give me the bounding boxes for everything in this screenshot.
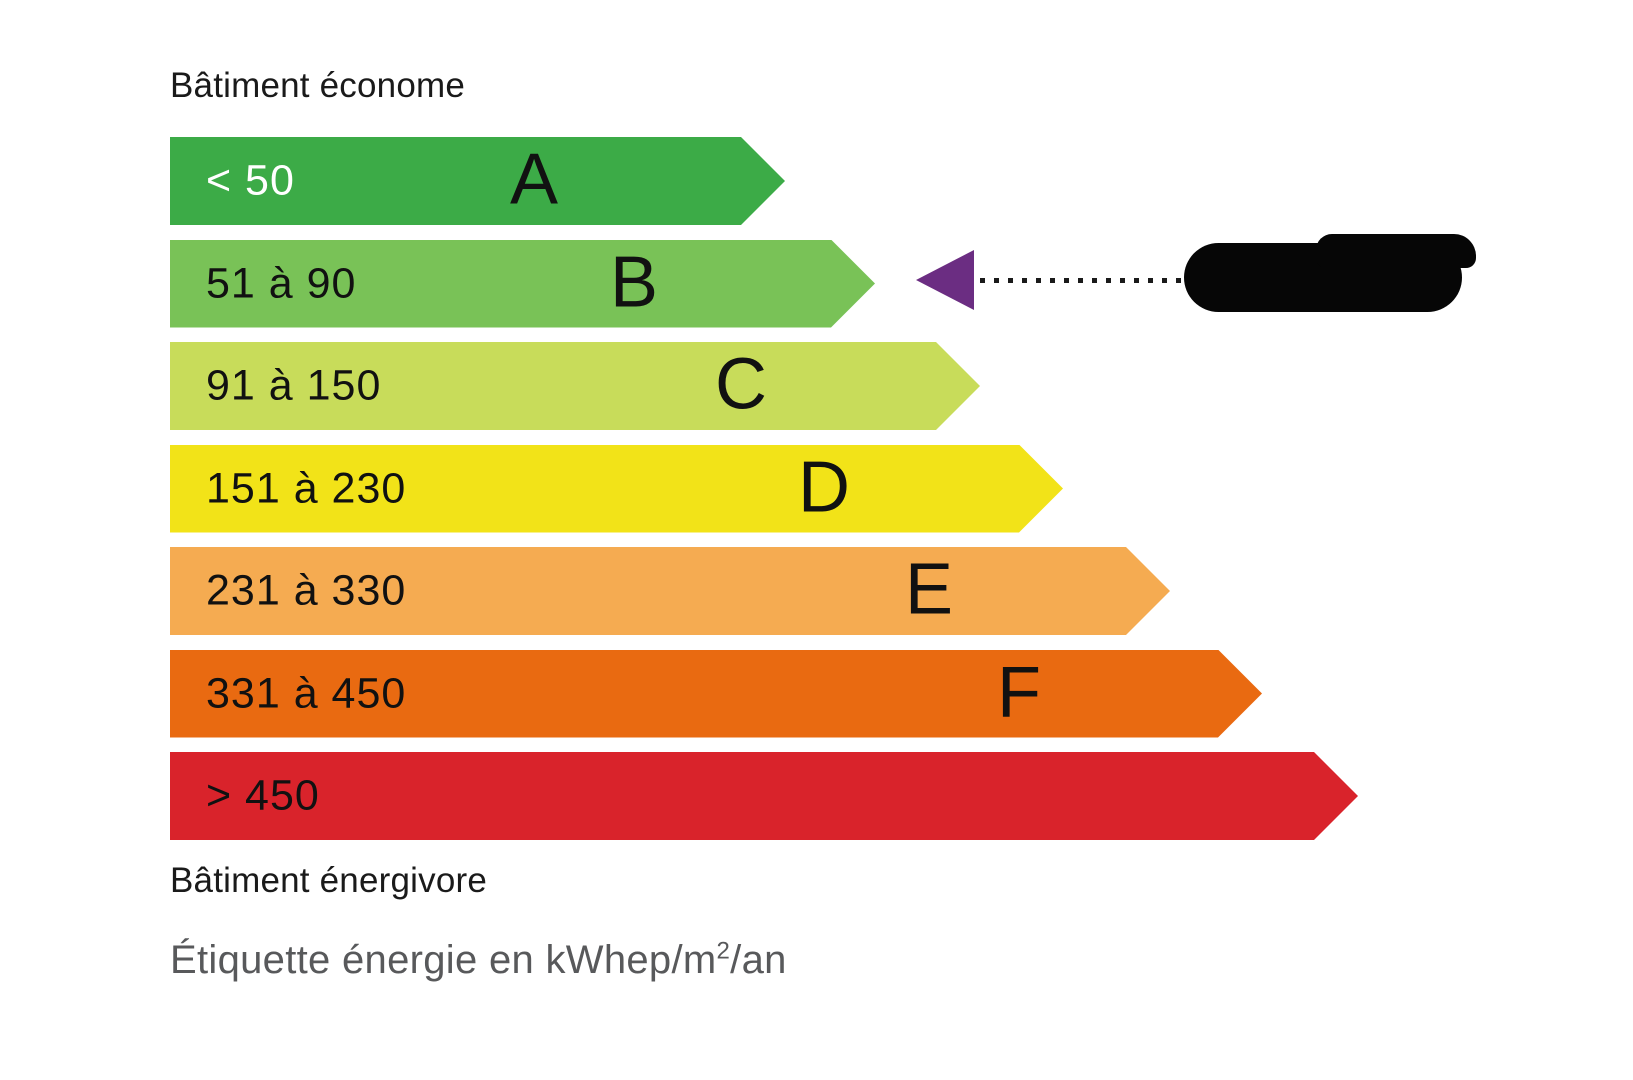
unit-caption-prefix: Étiquette énergie en kWhep/m xyxy=(170,938,717,982)
band-arrow-shape xyxy=(170,445,1063,533)
band-arrow-shape xyxy=(170,342,980,430)
unit-caption-superscript: 2 xyxy=(716,937,731,965)
unit-caption-suffix: /an xyxy=(730,938,787,982)
energy-band-d[interactable]: 151 à 230 D xyxy=(170,445,1063,533)
band-arrow-shape xyxy=(170,240,875,328)
band-letter-e: E xyxy=(905,549,954,630)
band-range-label: 151 à 230 xyxy=(206,464,407,512)
bottom-caption: Bâtiment énergivore xyxy=(170,861,488,900)
band-arrow-shape xyxy=(170,752,1358,840)
energy-band-g[interactable]: > 450 xyxy=(170,752,1358,840)
band-letter-c: C xyxy=(715,344,767,425)
band-letter-d: D xyxy=(798,447,850,528)
energy-band-e[interactable]: 231 à 330 E xyxy=(170,547,1170,635)
band-arrow-shape xyxy=(170,137,785,225)
band-letter-a: A xyxy=(510,139,559,220)
energy-band-b[interactable]: 51 à 90 B xyxy=(170,240,875,328)
energy-band-c[interactable]: 91 à 150 C xyxy=(170,342,980,430)
energy-band-f[interactable]: 331 à 450 F xyxy=(170,650,1262,738)
band-range-label: < 50 xyxy=(206,156,295,205)
band-range-label: > 450 xyxy=(206,771,320,820)
band-range-label: 91 à 150 xyxy=(206,361,382,410)
band-range-label: 231 à 330 xyxy=(206,566,407,615)
band-range-label: 331 à 450 xyxy=(206,669,407,717)
unit-caption: Étiquette énergie en kWhep/m2/an xyxy=(170,938,787,983)
energy-band-a[interactable]: < 50 A xyxy=(170,137,785,225)
band-letter-b: B xyxy=(610,242,659,323)
band-arrow-shape xyxy=(170,547,1170,635)
top-caption: Bâtiment économe xyxy=(170,66,466,105)
band-range-label: 51 à 90 xyxy=(206,259,357,307)
band-letter-f: F xyxy=(997,652,1041,733)
band-arrow-shape xyxy=(170,650,1262,738)
